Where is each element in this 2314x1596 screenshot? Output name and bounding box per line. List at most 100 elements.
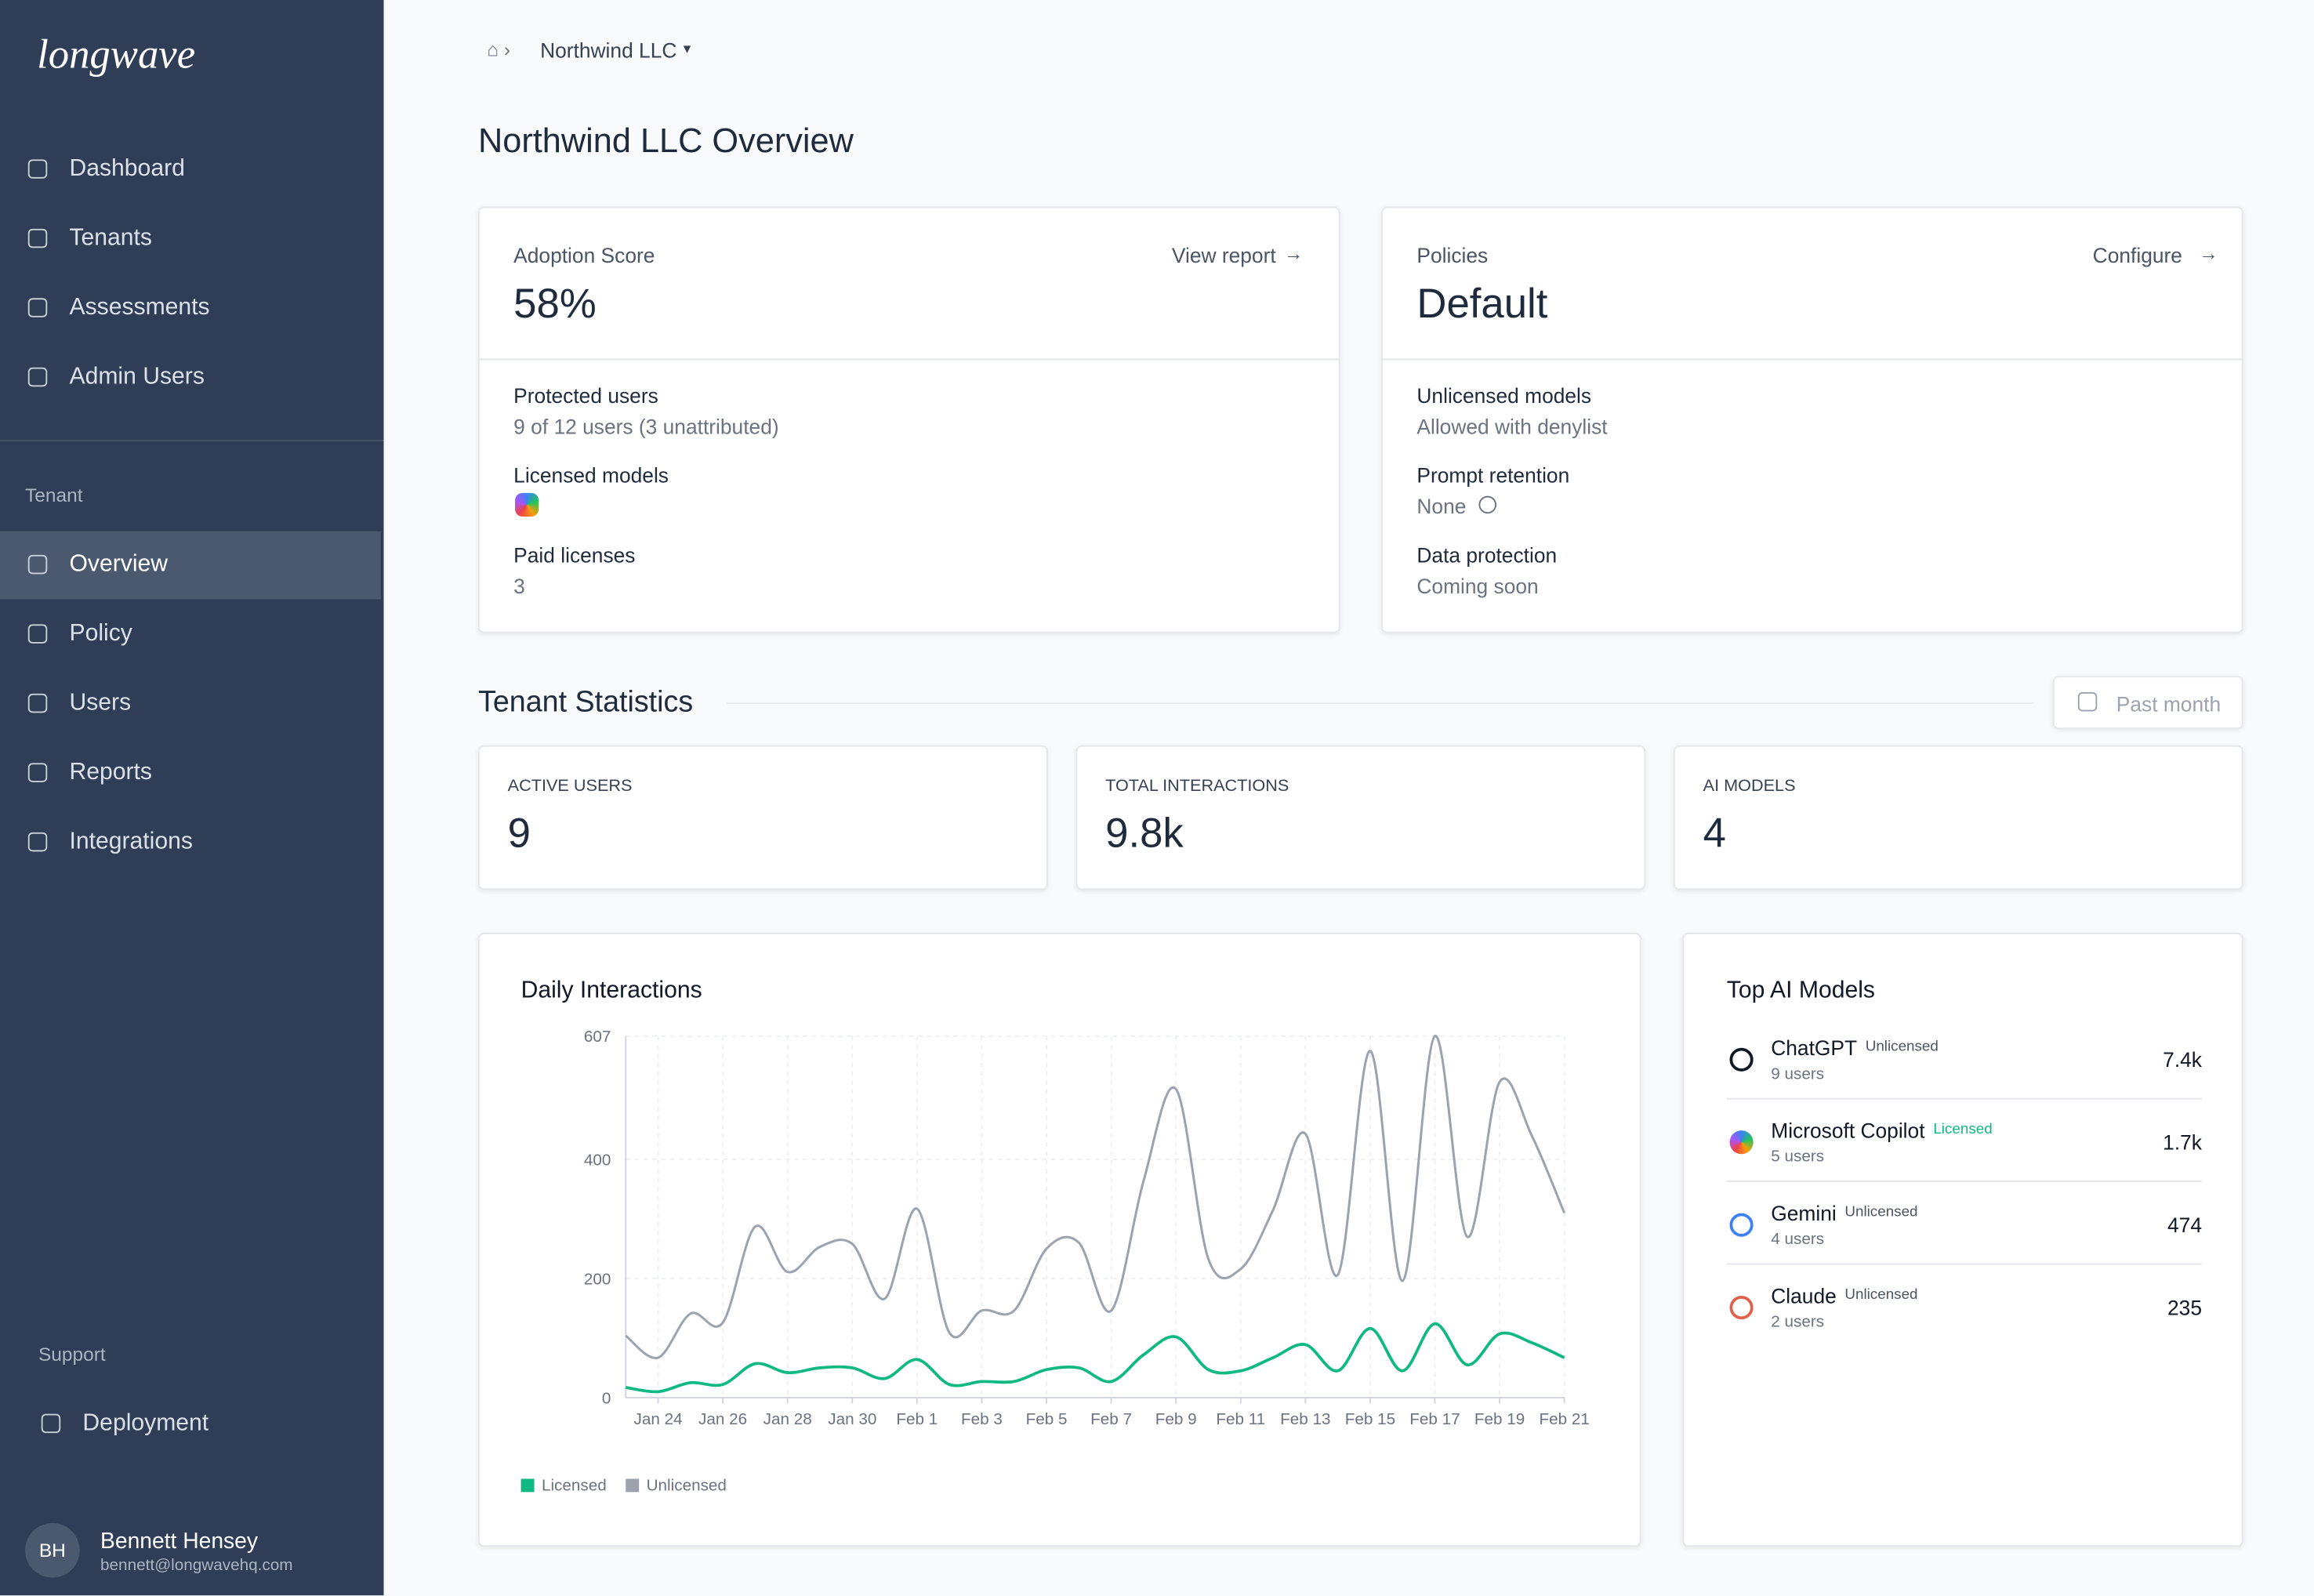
field-value: Coming soon bbox=[1416, 575, 1538, 596]
copilot-icon bbox=[515, 493, 539, 517]
nav-item[interactable]: Assessments bbox=[69, 296, 209, 320]
field-label: Paid licenses bbox=[513, 545, 635, 565]
field-label: Protected users bbox=[513, 385, 658, 405]
user-email: bennett@longwavehq.com bbox=[100, 1558, 293, 1575]
stat-label: ACTIVE USERS bbox=[508, 779, 633, 796]
divider bbox=[1381, 358, 2243, 360]
stat-card bbox=[478, 745, 1048, 890]
model-count: 1.7k bbox=[2095, 1132, 2202, 1152]
rule bbox=[726, 702, 2033, 704]
model-icon bbox=[1730, 1296, 1754, 1319]
card-label: Policies bbox=[1416, 245, 1488, 266]
divider bbox=[0, 440, 384, 441]
x-tick-label: Feb 11 bbox=[1216, 1410, 1265, 1428]
icon bbox=[28, 694, 47, 713]
nav-item[interactable]: Users bbox=[69, 692, 131, 716]
nav-item[interactable]: Integrations bbox=[69, 831, 192, 854]
section-title: Tenant Statistics bbox=[478, 687, 693, 717]
field-label: Prompt retention bbox=[1416, 465, 1569, 485]
divider bbox=[478, 358, 1340, 360]
model-status: Unlicensed bbox=[1844, 1206, 1917, 1221]
y-tick-label: 0 bbox=[602, 1389, 611, 1407]
field-value: 9 of 12 users (3 unattributed) bbox=[513, 416, 778, 437]
avatar: BH bbox=[25, 1523, 80, 1578]
card-value: 58% bbox=[513, 283, 597, 325]
stat-label: TOTAL INTERACTIONS bbox=[1105, 779, 1289, 796]
icon bbox=[28, 624, 47, 643]
x-tick-label: Feb 9 bbox=[1155, 1410, 1197, 1428]
section-label: Support bbox=[38, 1344, 106, 1363]
series-line bbox=[626, 1036, 1564, 1358]
x-tick-label: Feb 1 bbox=[896, 1410, 938, 1428]
card-link[interactable]: Configure bbox=[2093, 245, 2182, 266]
model-users: 2 users bbox=[1771, 1315, 1824, 1331]
model-status: Licensed bbox=[1933, 1123, 1992, 1138]
model-count: 7.4k bbox=[2095, 1050, 2202, 1070]
x-tick-label: Jan 30 bbox=[828, 1410, 876, 1428]
model-users: 4 users bbox=[1771, 1232, 1824, 1249]
icon bbox=[28, 159, 47, 178]
row-divider bbox=[1727, 1098, 2202, 1100]
icon bbox=[42, 1414, 60, 1433]
stat-value: 4 bbox=[1703, 813, 1726, 854]
nav-item[interactable]: Policy bbox=[69, 622, 132, 646]
field-value: Allowed with denylist bbox=[1416, 416, 1607, 437]
breadcrumb[interactable]: Northwind LLC bbox=[540, 40, 676, 60]
icon bbox=[28, 555, 47, 574]
series-line bbox=[626, 1324, 1564, 1392]
nav-item[interactable]: Reports bbox=[69, 761, 151, 785]
nav-item[interactable]: Dashboard bbox=[69, 158, 184, 181]
x-tick-label: Feb 5 bbox=[1026, 1410, 1068, 1428]
card-value: Default bbox=[1416, 283, 1547, 325]
x-tick-label: Feb 7 bbox=[1090, 1410, 1132, 1428]
nav-item[interactable]: Tenants bbox=[69, 227, 152, 251]
info-icon bbox=[1478, 496, 1496, 514]
card-link[interactable]: View report bbox=[1172, 245, 1276, 266]
arrow: → bbox=[1284, 244, 1303, 263]
model-count: 235 bbox=[2095, 1297, 2202, 1318]
model-icon bbox=[1730, 1213, 1754, 1237]
model-users: 9 users bbox=[1771, 1067, 1824, 1083]
x-tick-label: Feb 15 bbox=[1345, 1410, 1395, 1428]
y-tick-label: 607 bbox=[584, 1028, 611, 1046]
section-label: Tenant bbox=[25, 485, 83, 504]
stat-value: 9.8k bbox=[1105, 813, 1184, 854]
icon bbox=[28, 229, 47, 248]
icon bbox=[28, 832, 47, 851]
x-tick-label: Jan 28 bbox=[763, 1410, 812, 1428]
model-status: Unlicensed bbox=[1844, 1289, 1917, 1304]
icon bbox=[28, 298, 47, 317]
y-tick-label: 200 bbox=[584, 1270, 611, 1288]
active-bg bbox=[0, 531, 381, 600]
model-name: ChatGPT bbox=[1771, 1038, 1857, 1058]
models-card bbox=[1682, 933, 2243, 1547]
row-divider bbox=[1727, 1264, 2202, 1265]
caret[interactable]: ▾ bbox=[684, 43, 691, 58]
x-tick-label: Feb 3 bbox=[961, 1410, 1003, 1428]
date-range: Past month bbox=[2116, 694, 2221, 714]
home-icon[interactable]: ⌂ › bbox=[487, 40, 510, 59]
field-label: Licensed models bbox=[513, 465, 669, 485]
nav-item[interactable]: Admin Users bbox=[69, 366, 204, 390]
logo: longwave bbox=[37, 35, 195, 77]
field-value: None bbox=[1416, 496, 1466, 517]
models-title: Top AI Models bbox=[1727, 980, 1875, 1003]
model-users: 5 users bbox=[1771, 1150, 1824, 1166]
chart: 0200400607Jan 24Jan 26Jan 28Jan 30Feb 1F… bbox=[478, 933, 1641, 1547]
icon bbox=[2078, 692, 2097, 711]
model-name: Microsoft Copilot bbox=[1771, 1120, 1924, 1141]
x-tick-label: Jan 26 bbox=[698, 1410, 747, 1428]
x-tick-label: Feb 17 bbox=[1409, 1410, 1460, 1428]
model-count: 474 bbox=[2095, 1214, 2202, 1235]
legend-swatch bbox=[521, 1478, 535, 1492]
legend-label: Licensed bbox=[542, 1477, 607, 1495]
nav-item[interactable]: Overview bbox=[69, 553, 168, 577]
stat-value: 9 bbox=[508, 813, 531, 854]
x-tick-label: Jan 24 bbox=[633, 1410, 682, 1428]
model-status: Unlicensed bbox=[1866, 1040, 1939, 1055]
icon bbox=[28, 763, 47, 782]
x-tick-label: Feb 19 bbox=[1474, 1410, 1525, 1428]
nav-item[interactable]: Deployment bbox=[82, 1413, 209, 1436]
x-tick-label: Feb 13 bbox=[1280, 1410, 1330, 1428]
